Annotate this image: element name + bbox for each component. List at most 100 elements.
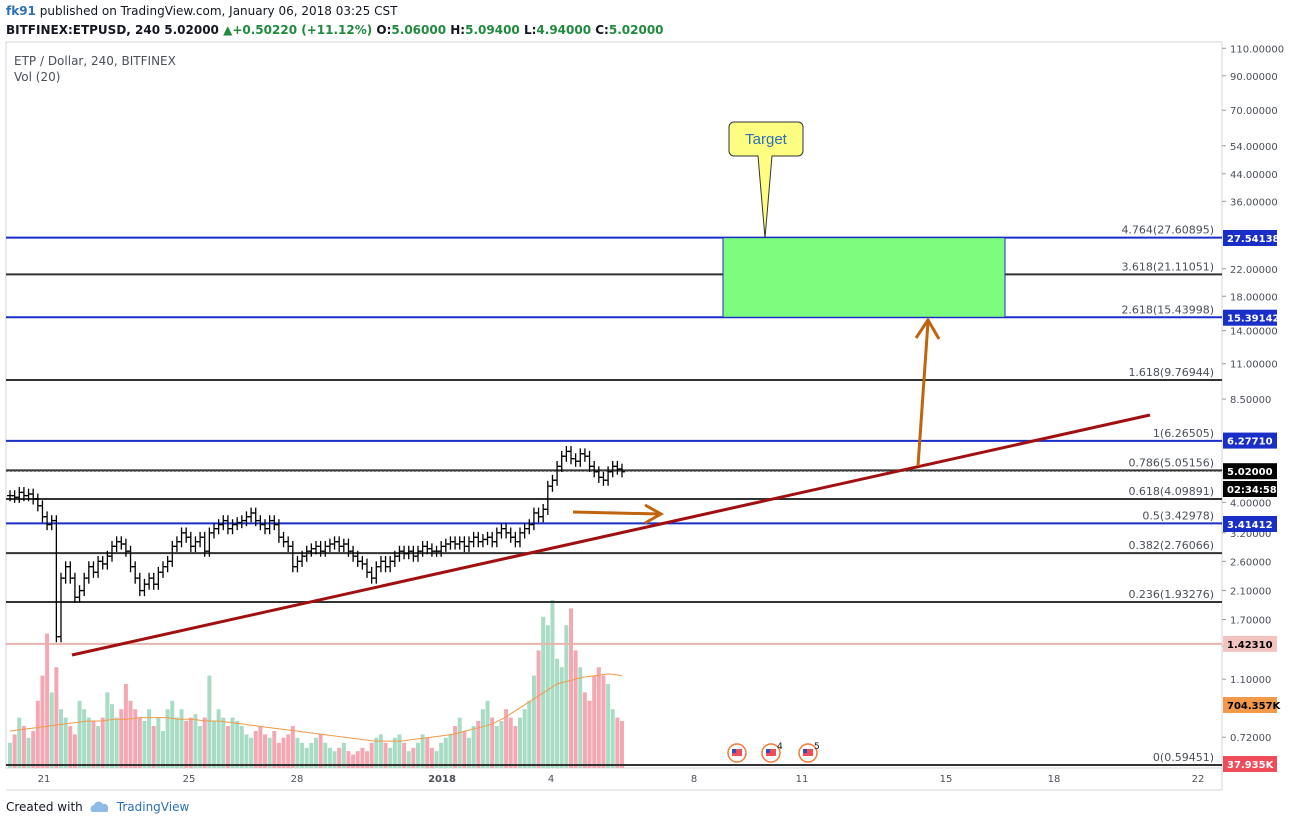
volume-bar: [480, 709, 485, 768]
y-tick-label: 44.00000: [1230, 170, 1278, 181]
volume-bar: [587, 700, 592, 768]
price-badge: 37.935K: [1223, 756, 1277, 772]
volume-bar: [267, 737, 272, 768]
badge-bg: [1223, 516, 1277, 532]
volume-bar: [388, 747, 393, 768]
volume-bar: [26, 737, 31, 768]
volume-bar: [309, 742, 314, 768]
volume-bar: [49, 692, 54, 768]
volume-bar: [119, 709, 124, 768]
up-arrow-icon: ▲: [223, 23, 233, 37]
volume-bar: [620, 720, 624, 768]
footer: Created with TradingView: [6, 800, 189, 814]
volume-bar: [156, 717, 161, 768]
volume-bar: [443, 737, 448, 768]
x-tick-label: 28: [291, 774, 304, 785]
volume-bar: [550, 600, 555, 768]
volume-bar: [490, 717, 495, 768]
volume-bar: [341, 742, 346, 768]
cloud-icon: [90, 801, 108, 812]
volume-bar: [323, 742, 328, 768]
volume-bar: [110, 704, 114, 768]
fib-levels: 4.764(27.60895) 3.618(21.11051) 2.618(15.4…: [6, 224, 1222, 766]
y-tick-label: 11.00000: [1230, 360, 1278, 371]
event-marker[interactable]: 5: [798, 742, 820, 763]
x-tick-label: 18: [1048, 774, 1061, 785]
volume-bar: [425, 737, 430, 768]
volume-bar: [327, 747, 332, 768]
volume-bar: [77, 700, 82, 768]
event-count: 4: [777, 742, 783, 752]
y-tick-label: 2.60000: [1230, 557, 1271, 568]
volume-bar: [569, 608, 573, 768]
event-marker[interactable]: [727, 743, 747, 763]
volume-bar: [105, 692, 110, 768]
badge-bg: [1223, 697, 1277, 713]
x-tick-label: 4: [548, 774, 554, 785]
badge-bg: [1223, 635, 1277, 652]
volume-bar: [351, 754, 356, 768]
price-badge: 02:34:58: [1223, 481, 1277, 497]
volume-bar: [374, 737, 379, 768]
symbol-label: BITFINEX:ETPUSD, 240: [6, 23, 161, 37]
price-badge: 1.42310: [1223, 635, 1277, 652]
volume-bar: [170, 700, 175, 768]
volume-bar: [615, 717, 620, 768]
volume-bar: [142, 720, 147, 768]
close-label: C:: [595, 23, 609, 37]
volume-bar: [225, 726, 230, 768]
volume-bar: [21, 726, 26, 768]
volume-bar: [216, 709, 221, 768]
volume-bar: [272, 731, 277, 768]
tradingview-link[interactable]: TradingView: [89, 800, 189, 814]
volume-bar: [606, 684, 611, 768]
badge-bg: [1223, 756, 1277, 772]
volume-bar: [420, 734, 425, 768]
x-tick-label: 11: [796, 774, 809, 785]
volume-legend: Vol (20): [14, 70, 61, 84]
volume-bar: [392, 737, 397, 768]
volume-bar: [555, 658, 560, 768]
badge-label: 1.42310: [1227, 640, 1273, 651]
price-badge: 6.27710: [1223, 432, 1277, 449]
volume-bar: [416, 742, 420, 768]
target-zone: [722, 237, 1006, 318]
volume-bar: [462, 731, 467, 768]
flag-canton: [732, 749, 736, 753]
volume-bar: [434, 751, 439, 768]
volume-bar: [369, 742, 374, 768]
y-tick-label: 2.10000: [1230, 587, 1271, 598]
author-name[interactable]: fk91: [6, 4, 36, 18]
low-value: 4.94000: [536, 23, 592, 37]
volume-bar: [17, 717, 22, 768]
volume-bar: [86, 717, 91, 768]
volume-bar: [212, 720, 216, 768]
volume-bar: [239, 726, 244, 768]
ohlc-line: BITFINEX:ETPUSD, 240 5.02000 ▲+0.50220 (…: [6, 22, 664, 38]
badge-label: 15.39142: [1227, 314, 1280, 325]
price-badge: 27.54138: [1223, 230, 1280, 246]
chart-legend: ETP / Dollar, 240, BITFINEX Vol (20): [14, 53, 176, 85]
plot-frame: [5, 41, 1223, 769]
volume-bar: [508, 717, 513, 768]
fib-label-9: 0.236(1.93276): [1128, 588, 1214, 601]
badge-bg: [1223, 463, 1277, 480]
x-tick-label: 25: [183, 774, 196, 785]
y-tick-label: 18.00000: [1230, 292, 1278, 303]
time-axis: 21 25 28 2018 4 8 11 15 18 22: [38, 774, 1205, 785]
volume-bar: [198, 726, 203, 768]
volume-bar: [100, 717, 105, 768]
event-marker[interactable]: 4: [761, 742, 783, 763]
x-tick-label: 8: [691, 774, 697, 785]
high-label: H:: [450, 23, 466, 37]
volume-bar: [300, 742, 305, 768]
y-tick-label: 22.00000: [1230, 265, 1278, 276]
volume-bar: [383, 742, 388, 768]
volume-bar: [179, 709, 184, 768]
badge-bg: [1223, 481, 1277, 497]
y-tick-label: 110.00000: [1230, 44, 1284, 55]
volume-bar: [249, 737, 254, 768]
fib-label-5: 0.786(5.05156): [1128, 456, 1214, 469]
